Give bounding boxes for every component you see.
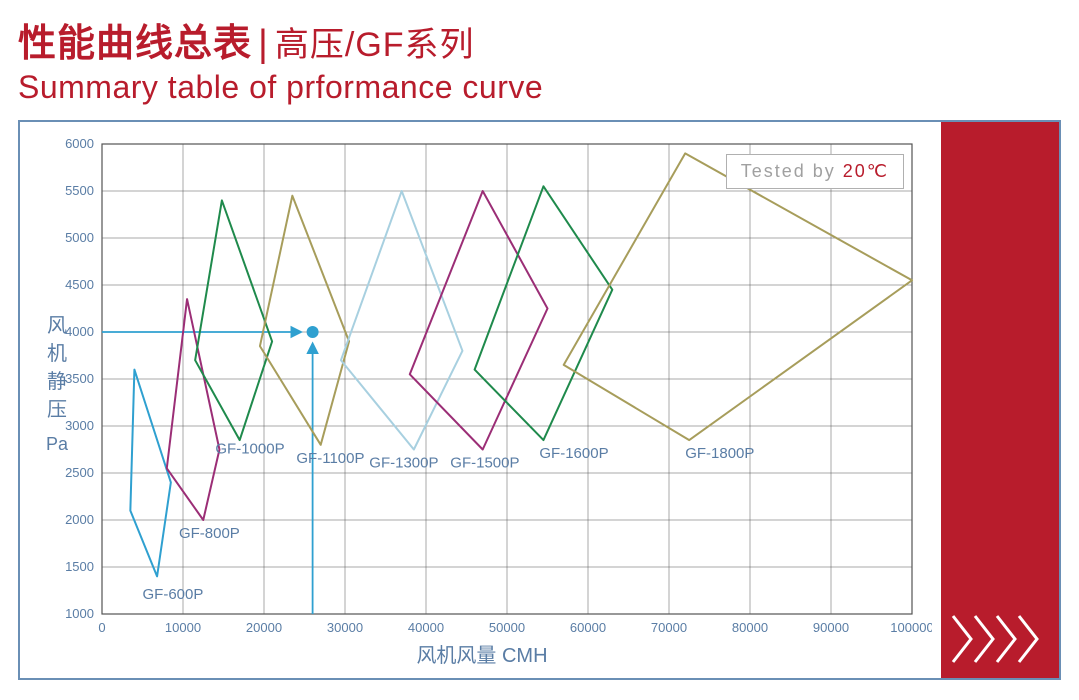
svg-text:30000: 30000 — [327, 620, 363, 635]
curve-label-GF-1800P: GF-1800P — [685, 445, 754, 462]
curve-label-GF-600P: GF-600P — [143, 586, 204, 603]
svg-text:2500: 2500 — [65, 465, 94, 480]
curve-label-GF-1000P: GF-1000P — [215, 440, 284, 457]
test-condition-box: Tested by 20℃ — [726, 154, 904, 189]
svg-text:60000: 60000 — [570, 620, 606, 635]
y-axis-unit: Pa — [46, 432, 68, 457]
svg-text:5000: 5000 — [65, 230, 94, 245]
header: 性能曲线总表|高压/GF系列 Summary table of prforman… — [0, 0, 1079, 112]
svg-text:4500: 4500 — [65, 277, 94, 292]
svg-text:5500: 5500 — [65, 183, 94, 198]
svg-text:20000: 20000 — [246, 620, 282, 635]
title-english: Summary table of prformance curve — [18, 69, 1061, 106]
title-cn-main: 性能曲线总表 — [18, 23, 252, 65]
performance-chart: 0 10000 20000 30000 40000 50000 60000 70000 8000… — [32, 132, 932, 652]
curve-GF-1100P — [260, 196, 349, 445]
curve-label-GF-1300P: GF-1300P — [369, 455, 438, 472]
svg-text:50000: 50000 — [489, 620, 525, 635]
svg-text:70000: 70000 — [651, 620, 687, 635]
decorative-red-panel — [941, 122, 1059, 678]
svg-text:90000: 90000 — [813, 620, 849, 635]
svg-text:6000: 6000 — [65, 136, 94, 151]
curve-GF-1600P — [475, 186, 613, 440]
chevrons-icon — [951, 614, 1049, 664]
svg-text:4000: 4000 — [65, 324, 94, 339]
svg-text:40000: 40000 — [408, 620, 444, 635]
x-axis-label: 风机风量 CMH — [32, 639, 932, 668]
chart-area: 风机静压 Pa 0 10000 20000 30000 40000 50000 60000 7… — [32, 132, 932, 672]
curve-label-GF-800P: GF-800P — [179, 525, 240, 542]
curve-label-GF-1100P: GF-1100P — [296, 450, 364, 467]
test-temperature: 20℃ — [843, 161, 889, 181]
chart-frame: 风机静压 Pa 0 10000 20000 30000 40000 50000 60000 7… — [18, 120, 1061, 680]
curve-GF-1000P — [195, 200, 272, 440]
svg-text:100000: 100000 — [890, 620, 932, 635]
svg-text:0: 0 — [98, 620, 105, 635]
y-axis-label: 风机静压 Pa — [46, 312, 68, 457]
svg-text:80000: 80000 — [732, 620, 768, 635]
svg-text:1000: 1000 — [65, 606, 94, 621]
svg-text:3000: 3000 — [65, 418, 94, 433]
svg-text:3500: 3500 — [65, 371, 94, 386]
test-prefix: Tested by — [741, 161, 843, 181]
curve-label-GF-1500P: GF-1500P — [450, 455, 519, 472]
title-separator: | — [252, 23, 275, 65]
curve-GF-1800P — [564, 153, 912, 440]
y-axis-cn: 风机静压 — [46, 312, 68, 424]
title-chinese: 性能曲线总表|高压/GF系列 — [18, 12, 1061, 67]
title-cn-sub: 高压/GF系列 — [275, 26, 475, 64]
curve-label-GF-1600P: GF-1600P — [539, 445, 608, 462]
svg-text:10000: 10000 — [165, 620, 201, 635]
svg-text:1500: 1500 — [65, 559, 94, 574]
svg-text:2000: 2000 — [65, 512, 94, 527]
